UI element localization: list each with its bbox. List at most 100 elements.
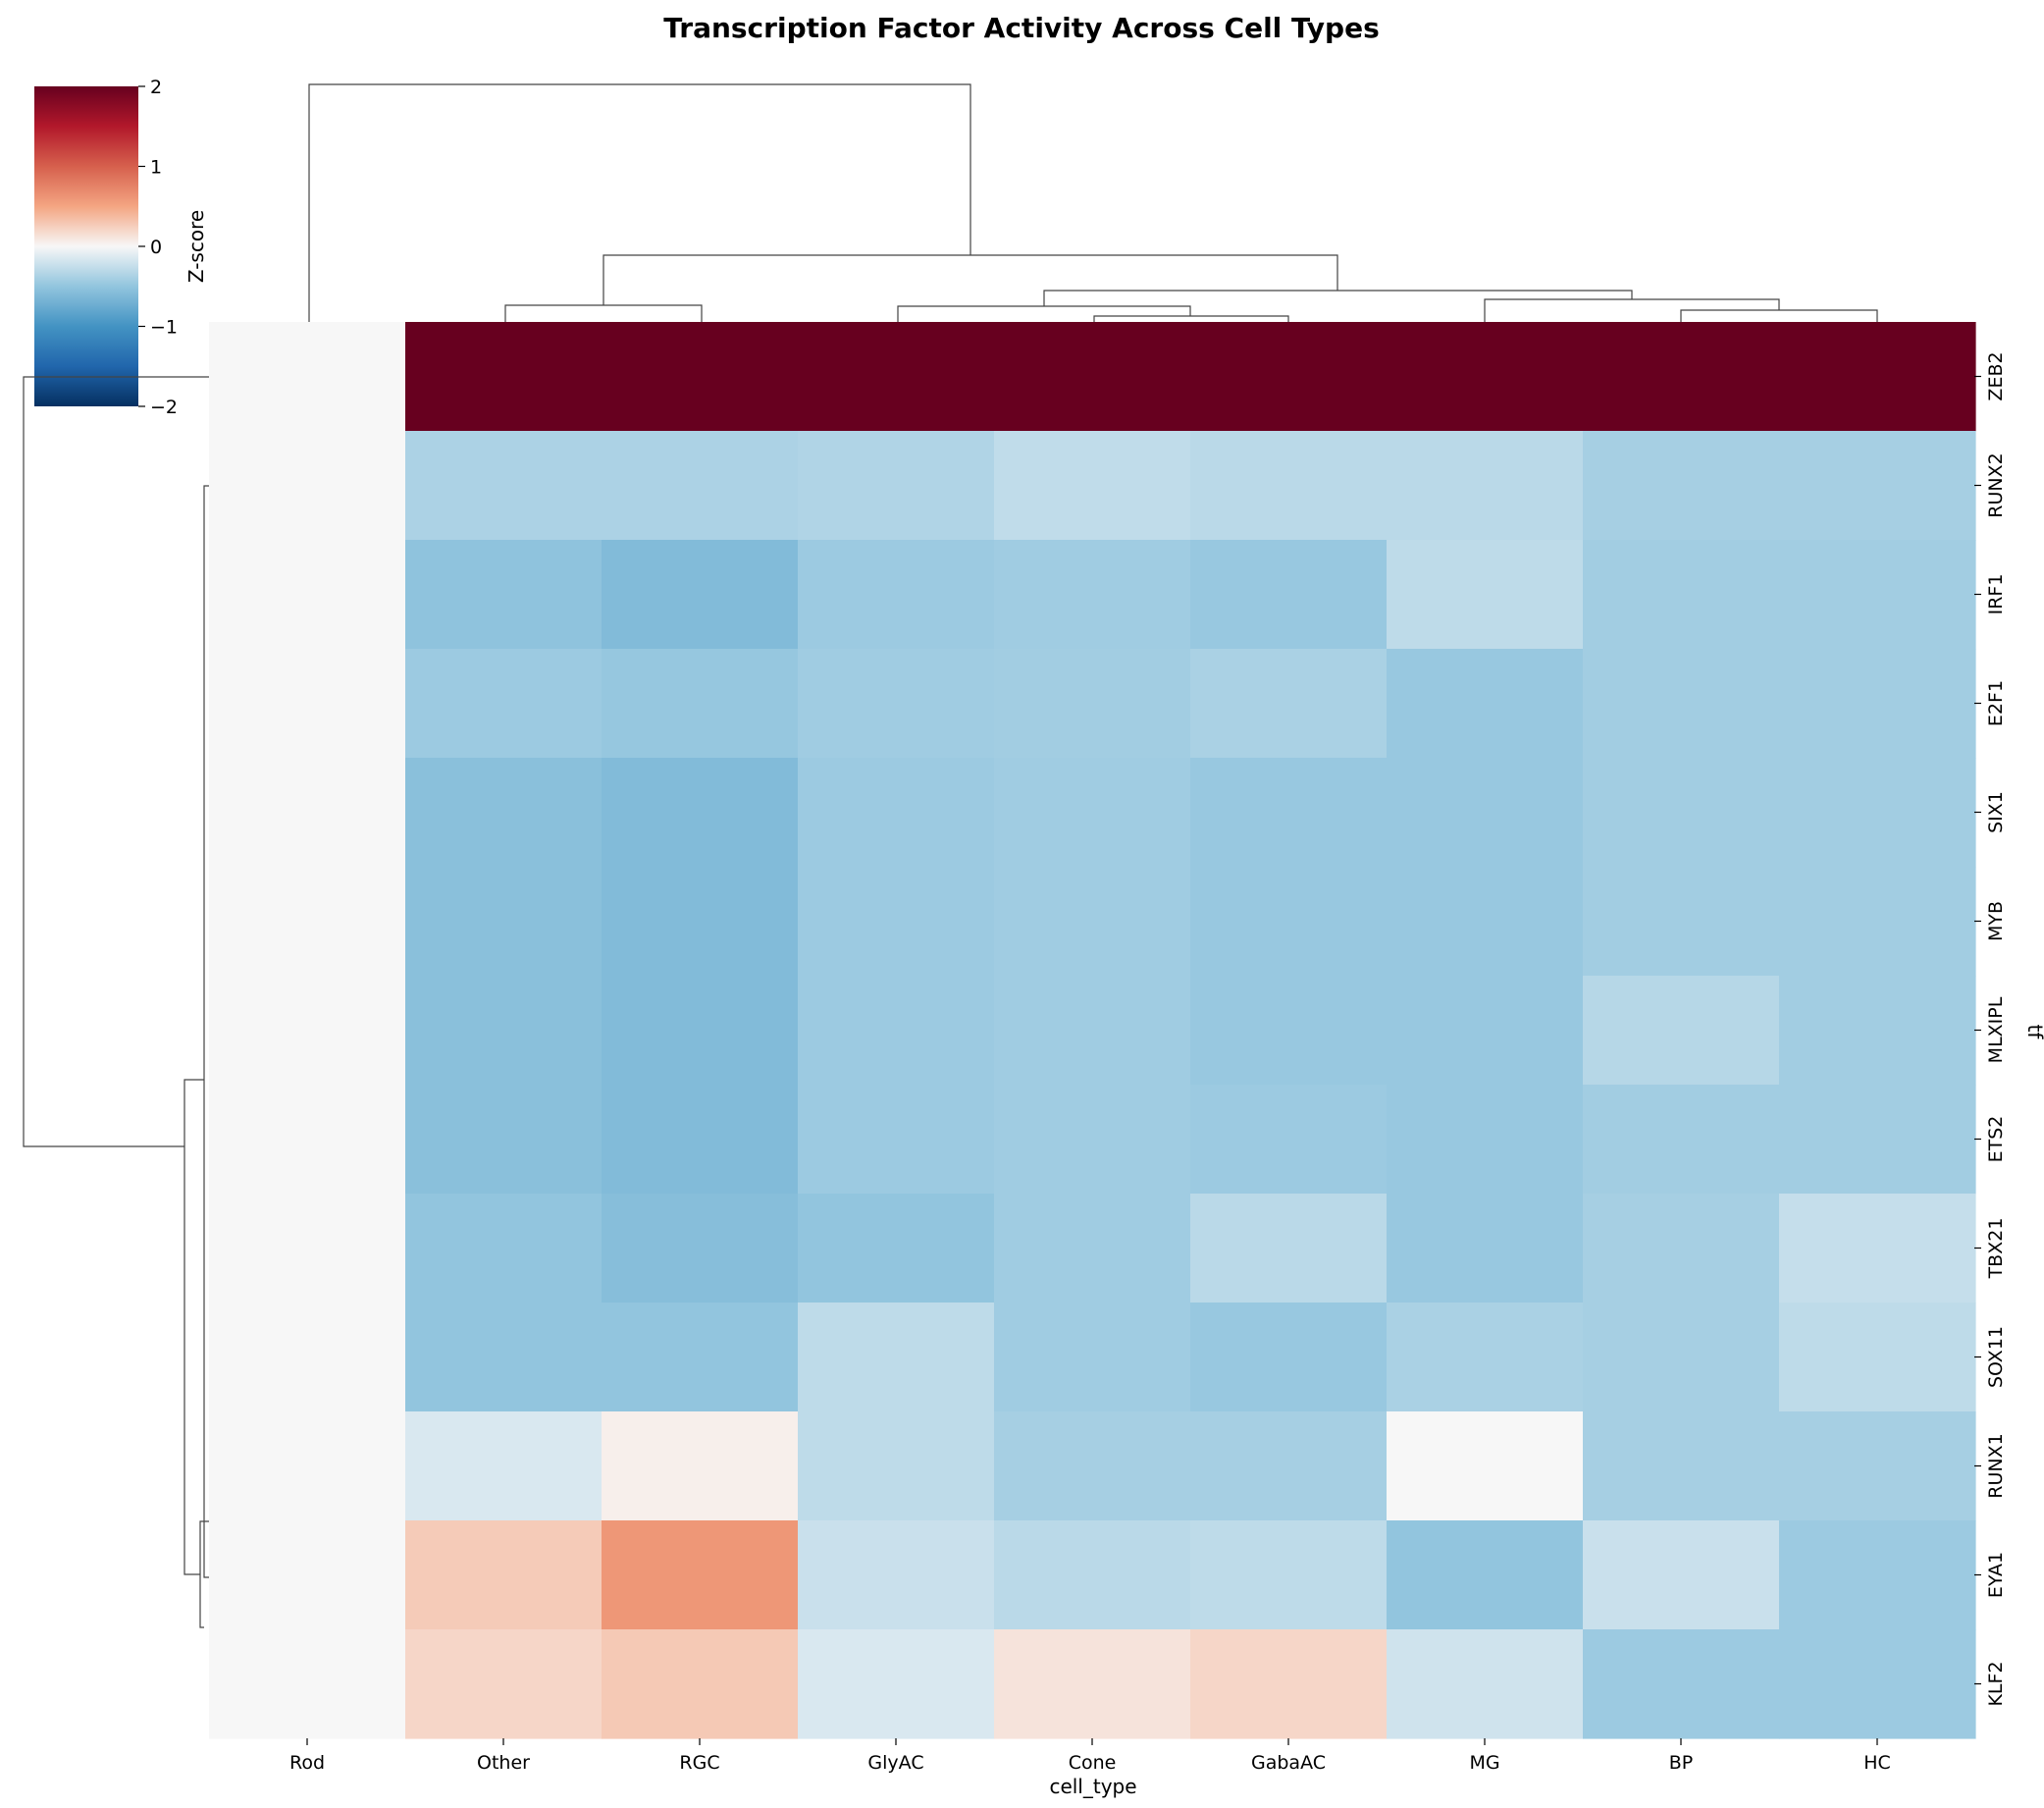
colorbar-tick-label: 1 [150, 157, 162, 179]
col-dendro-link [504, 304, 703, 322]
heatmap-cell [994, 1411, 1191, 1521]
heatmap-cells [209, 322, 1976, 1739]
heatmap-cell [1190, 1303, 1388, 1412]
heatmap-cell [209, 540, 406, 650]
heatmap-cell [209, 1629, 406, 1739]
heatmap-cell [798, 1629, 995, 1739]
heatmap-cell [994, 431, 1191, 541]
x-tick-label: GabaAC [1251, 1752, 1326, 1774]
heatmap-cell [209, 1411, 406, 1521]
heatmap-cell [1583, 758, 1780, 868]
heatmap-cell [1779, 1411, 1976, 1521]
heatmap-cell [602, 1194, 799, 1303]
heatmap-cell [798, 1303, 995, 1412]
heatmap-cell [994, 540, 1191, 650]
row-dendro-link [203, 485, 209, 1578]
heatmap-cell [602, 867, 799, 977]
heatmap-cell [602, 976, 799, 1086]
heatmap-cell [602, 1085, 799, 1195]
heatmap-cell [1583, 431, 1780, 541]
heatmap-cell [1583, 1194, 1780, 1303]
colorbar-ticks: 2 1 0 −1 −2 [138, 77, 178, 418]
heatmap-cell [1387, 1194, 1584, 1303]
heatmap-cell [1779, 1194, 1976, 1303]
heatmap-cell [209, 867, 406, 977]
heatmap-cell [405, 976, 603, 1086]
heatmap-cell [1779, 1520, 1976, 1630]
heatmap-cell [1190, 758, 1388, 868]
heatmap-cell [405, 1629, 603, 1739]
y-tick-label: RUNX1 [1985, 1433, 2007, 1498]
heatmap-cell [1583, 1411, 1780, 1521]
heatmap-cell [1387, 1411, 1584, 1521]
heatmap-cell [1779, 1629, 1976, 1739]
heatmap-cell [798, 867, 995, 977]
colorbar-gradient [34, 86, 138, 406]
heatmap-cell [405, 1194, 603, 1303]
heatmap-cell [1387, 758, 1584, 868]
heatmap-cell [994, 976, 1191, 1086]
heatmap-cell [1387, 1303, 1584, 1412]
heatmap-cell [1190, 867, 1388, 977]
y-axis-label: tf [2023, 1025, 2044, 1040]
heatmap-cell [798, 431, 995, 541]
row-dendro-link [183, 1079, 204, 1575]
heatmap-cell [1583, 1629, 1780, 1739]
heatmap-cell [994, 322, 1191, 432]
heatmap-cell [405, 1520, 603, 1630]
heatmap-cell [405, 540, 603, 650]
y-tick-label: IRF1 [1985, 574, 2007, 615]
x-tick-label: RGC [679, 1752, 719, 1774]
heatmap-cell [602, 1411, 799, 1521]
col-dendro-link [897, 305, 1191, 322]
heatmap-cell [1583, 540, 1780, 650]
heatmap-cell [1583, 1303, 1780, 1412]
y-tick-label: MYB [1985, 901, 2007, 941]
heatmap-cell [994, 1085, 1191, 1195]
heatmap-cell [1190, 431, 1388, 541]
heatmap-cell [602, 540, 799, 650]
heatmap-cell [1387, 431, 1584, 541]
y-tick-label: E2F1 [1985, 680, 2007, 726]
colorbar-tick-label: −2 [150, 397, 178, 418]
heatmap-cell [209, 1194, 406, 1303]
heatmap-cell [1583, 976, 1780, 1086]
y-tick-label: ZEB2 [1985, 351, 2007, 400]
x-tick-label: MG [1469, 1752, 1499, 1774]
heatmap-cell [1190, 1411, 1388, 1521]
y-tick-label: RUNX2 [1985, 452, 2007, 517]
x-tick-label: HC [1863, 1752, 1891, 1774]
heatmap-cell [1583, 1085, 1780, 1195]
heatmap-cell [1583, 1520, 1780, 1630]
x-tick-label: Other [477, 1752, 530, 1774]
heatmap-cell [209, 1303, 406, 1412]
chart-title: Transcription Factor Activity Across Cel… [663, 12, 1380, 44]
colorbar-tick-label: 2 [150, 77, 162, 98]
heatmap-cell [209, 649, 406, 759]
row-dendro-link [23, 376, 209, 1147]
x-tick-label: GlyAC [867, 1752, 923, 1774]
heatmap-cell [798, 1411, 995, 1521]
colorbar-label: Z-score [184, 210, 208, 283]
y-tick-label: SOX11 [1985, 1326, 2007, 1388]
heatmap-cell [798, 758, 995, 868]
heatmap-cell [1779, 431, 1976, 541]
heatmap-cell [405, 867, 603, 977]
heatmap-cell [1387, 1085, 1584, 1195]
heatmap-cell [1779, 649, 1976, 759]
heatmap-cell [1779, 1303, 1976, 1412]
heatmap-cell [1779, 976, 1976, 1086]
heatmap-cell [405, 758, 603, 868]
heatmap-cell [798, 649, 995, 759]
heatmap-cell [602, 758, 799, 868]
heatmap-cell [1387, 976, 1584, 1086]
heatmap-cell [209, 1520, 406, 1630]
heatmap-cell [209, 322, 406, 432]
heatmap-cell [994, 1629, 1191, 1739]
column-dendrogram [308, 83, 1878, 322]
heatmap-cell [1779, 322, 1976, 432]
heatmap-cell [798, 1194, 995, 1303]
heatmap-cell [1583, 867, 1780, 977]
heatmap-cell [1387, 1520, 1584, 1630]
